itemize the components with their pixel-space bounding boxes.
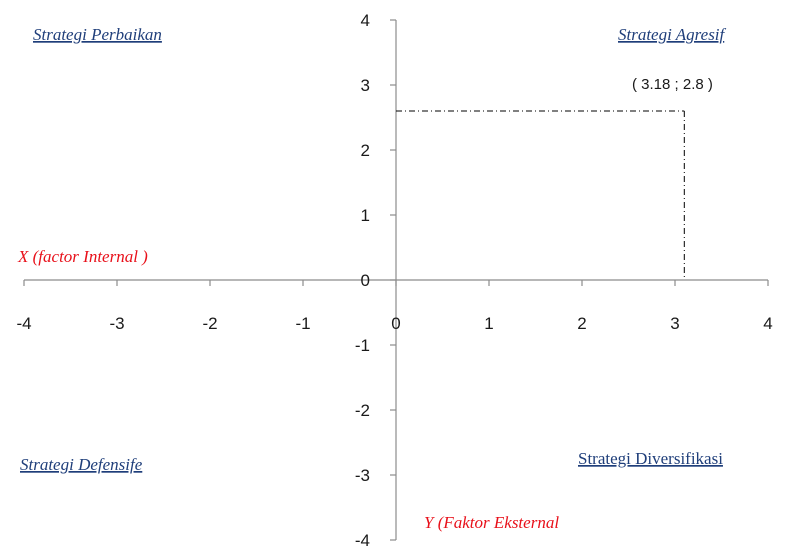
x-tick-label: 3 xyxy=(670,314,679,333)
y-tick-label: 1 xyxy=(361,206,370,225)
y-tick-label: 0 xyxy=(361,271,370,290)
point-label: ( 3.18 ; 2.8 ) xyxy=(632,76,713,93)
quadrant-label-top-right: Strategi Agresif xyxy=(618,25,727,44)
y-tick-label: 4 xyxy=(361,11,370,30)
x-tick-label: -2 xyxy=(202,314,217,333)
point-guides xyxy=(396,110,685,280)
y-tick-label: -2 xyxy=(355,401,370,420)
quadrant-label-top-left: Strategi Perbaikan xyxy=(33,25,162,44)
x-tick-label: -4 xyxy=(16,314,31,333)
quadrant-label-bottom-left: Strategi Defensife xyxy=(20,455,143,474)
x-tick-label: 1 xyxy=(484,314,493,333)
y-tick-label: 3 xyxy=(361,76,370,95)
x-tick-label: -1 xyxy=(295,314,310,333)
y-tick-label: -1 xyxy=(355,336,370,355)
y-axis-label: Y (Faktor Eksternal xyxy=(424,513,559,532)
axes xyxy=(23,19,769,541)
y-tick-label: -4 xyxy=(355,531,370,548)
y-tick-label: 2 xyxy=(361,141,370,160)
quadrant-label-bottom-right: Strategi Diversifikasi xyxy=(578,449,723,468)
x-tick-label: 4 xyxy=(763,314,772,333)
y-tick-label: -3 xyxy=(355,466,370,485)
x-tick-label: -3 xyxy=(109,314,124,333)
x-tick-label: 2 xyxy=(577,314,586,333)
x-axis-label: X (factor Internal ) xyxy=(17,247,148,266)
x-tick-label: 0 xyxy=(391,314,400,333)
tick-labels: -4 -3 -2 -1 0 1 2 3 4 4 3 2 1 0 -1 -2 -3 -4 xyxy=(16,11,772,548)
